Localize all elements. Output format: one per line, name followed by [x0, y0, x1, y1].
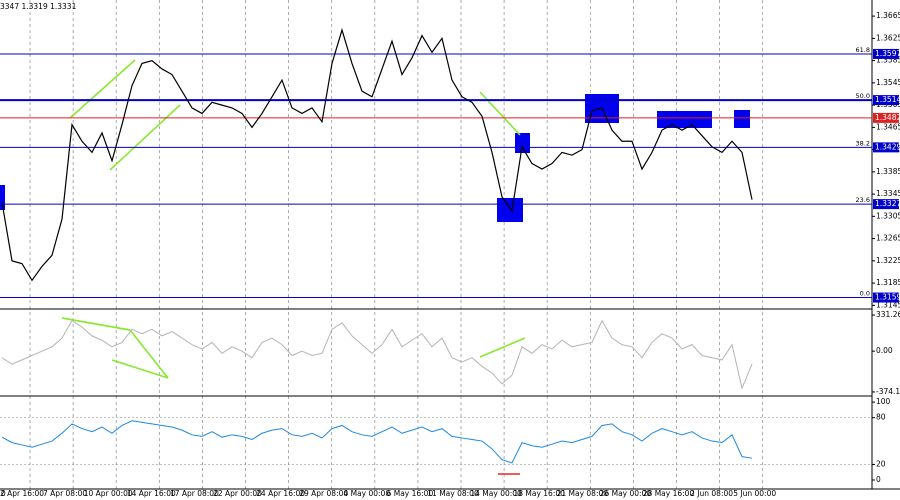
series-line — [1, 420, 753, 464]
quote-text: 3347 1.3319 1.3331 — [0, 2, 77, 11]
x-tick-label: 21 May 08:00 — [557, 489, 609, 498]
y-tick-label: 20 — [876, 459, 886, 468]
x-tick-label: 29 Apr 08:00 — [299, 489, 348, 498]
level-label: 1.3514 — [875, 95, 900, 104]
x-tick-label: 2 Jun 08:00 — [690, 489, 733, 498]
y-tick-label: 0.00 — [876, 346, 893, 355]
y-tick-label: 1.3585 — [876, 56, 900, 65]
level-tag — [873, 112, 899, 123]
trendline — [109, 104, 181, 171]
y-tick-label: 1.3665 — [876, 11, 900, 20]
x-tick-label: 7 Apr 08:00 — [43, 489, 87, 498]
level-tag — [873, 142, 899, 153]
trendline — [129, 329, 169, 379]
x-tick-label: 18 May 16:00 — [513, 489, 565, 498]
y-tick-label: 1.3465 — [876, 122, 900, 131]
fib-label: 50.0 — [856, 92, 870, 100]
zone-box — [497, 198, 523, 222]
level-label: 1.3327 — [875, 199, 900, 208]
x-tick-label: 5 Jun 00:00 — [733, 489, 776, 498]
y-tick-label: 1.3625 — [876, 33, 900, 42]
x-tick-label: 28 May 16:00 — [643, 489, 695, 498]
trendline — [69, 59, 136, 119]
level-tag — [873, 48, 899, 59]
level-tag — [873, 95, 899, 106]
y-tick-label: 1.3265 — [876, 234, 900, 243]
zone-box — [734, 110, 750, 128]
zone-box — [657, 111, 712, 128]
y-tick-label: 1.3385 — [876, 167, 900, 176]
level-label: 1.3597 — [875, 49, 900, 58]
y-tick-label: 1.3545 — [876, 78, 900, 87]
x-tick-label: 17 Apr 08:00 — [170, 489, 219, 498]
y-tick-label: 1.3225 — [876, 256, 900, 265]
fib-label: 0.0 — [860, 290, 870, 298]
y-tick-label: 1.3185 — [876, 278, 900, 287]
y-tick-label: -374.144 — [876, 387, 900, 396]
trendline — [479, 337, 526, 358]
series-line — [1, 27, 753, 282]
x-tick-label: 26 May 00:00 — [600, 489, 652, 498]
y-tick-label: 1.3305 — [876, 211, 900, 220]
level-label: 1.3482 — [875, 113, 900, 122]
x-tick-label: 22 Apr 00:00 — [213, 489, 262, 498]
y-tick-label: 80 — [876, 413, 886, 422]
fib-label: 23.6 — [856, 196, 870, 204]
y-tick-label: 0 — [876, 475, 881, 484]
x-tick-label: 0 — [1, 489, 6, 498]
level-label: 1.3429 — [875, 142, 900, 151]
trendline — [61, 317, 131, 331]
y-tick-label: 331.2603 — [876, 310, 900, 319]
x-tick-label: 4 May 00:00 — [343, 489, 390, 498]
series-line — [1, 319, 753, 390]
level-label: 1.3159 — [875, 293, 900, 302]
annotations — [0, 94, 750, 222]
level-tag — [873, 199, 899, 210]
y-tick-label: 1.3345 — [876, 189, 900, 198]
x-tick-label: 11 May 08:00 — [427, 489, 479, 498]
x-tick-label: 2 Apr 16:00 — [0, 489, 44, 498]
zone-box — [0, 185, 5, 210]
fib-label: 38.2 — [856, 139, 870, 147]
y-tick-label: 1.3145 — [876, 300, 900, 309]
trendline — [111, 359, 169, 379]
x-tick-label: 6 May 16:00 — [387, 489, 434, 498]
x-tick-label: 14 Apr 16:00 — [127, 489, 176, 498]
y-tick-label: 100 — [876, 397, 891, 406]
fib-label: 61.8 — [856, 46, 870, 54]
x-tick-label: 10 Apr 00:00 — [84, 489, 133, 498]
x-tick-label: 14 May 00:00 — [470, 489, 522, 498]
level-tag — [873, 292, 899, 303]
x-tick-label: 24 Apr 16:00 — [256, 489, 305, 498]
zone-box — [515, 133, 530, 153]
